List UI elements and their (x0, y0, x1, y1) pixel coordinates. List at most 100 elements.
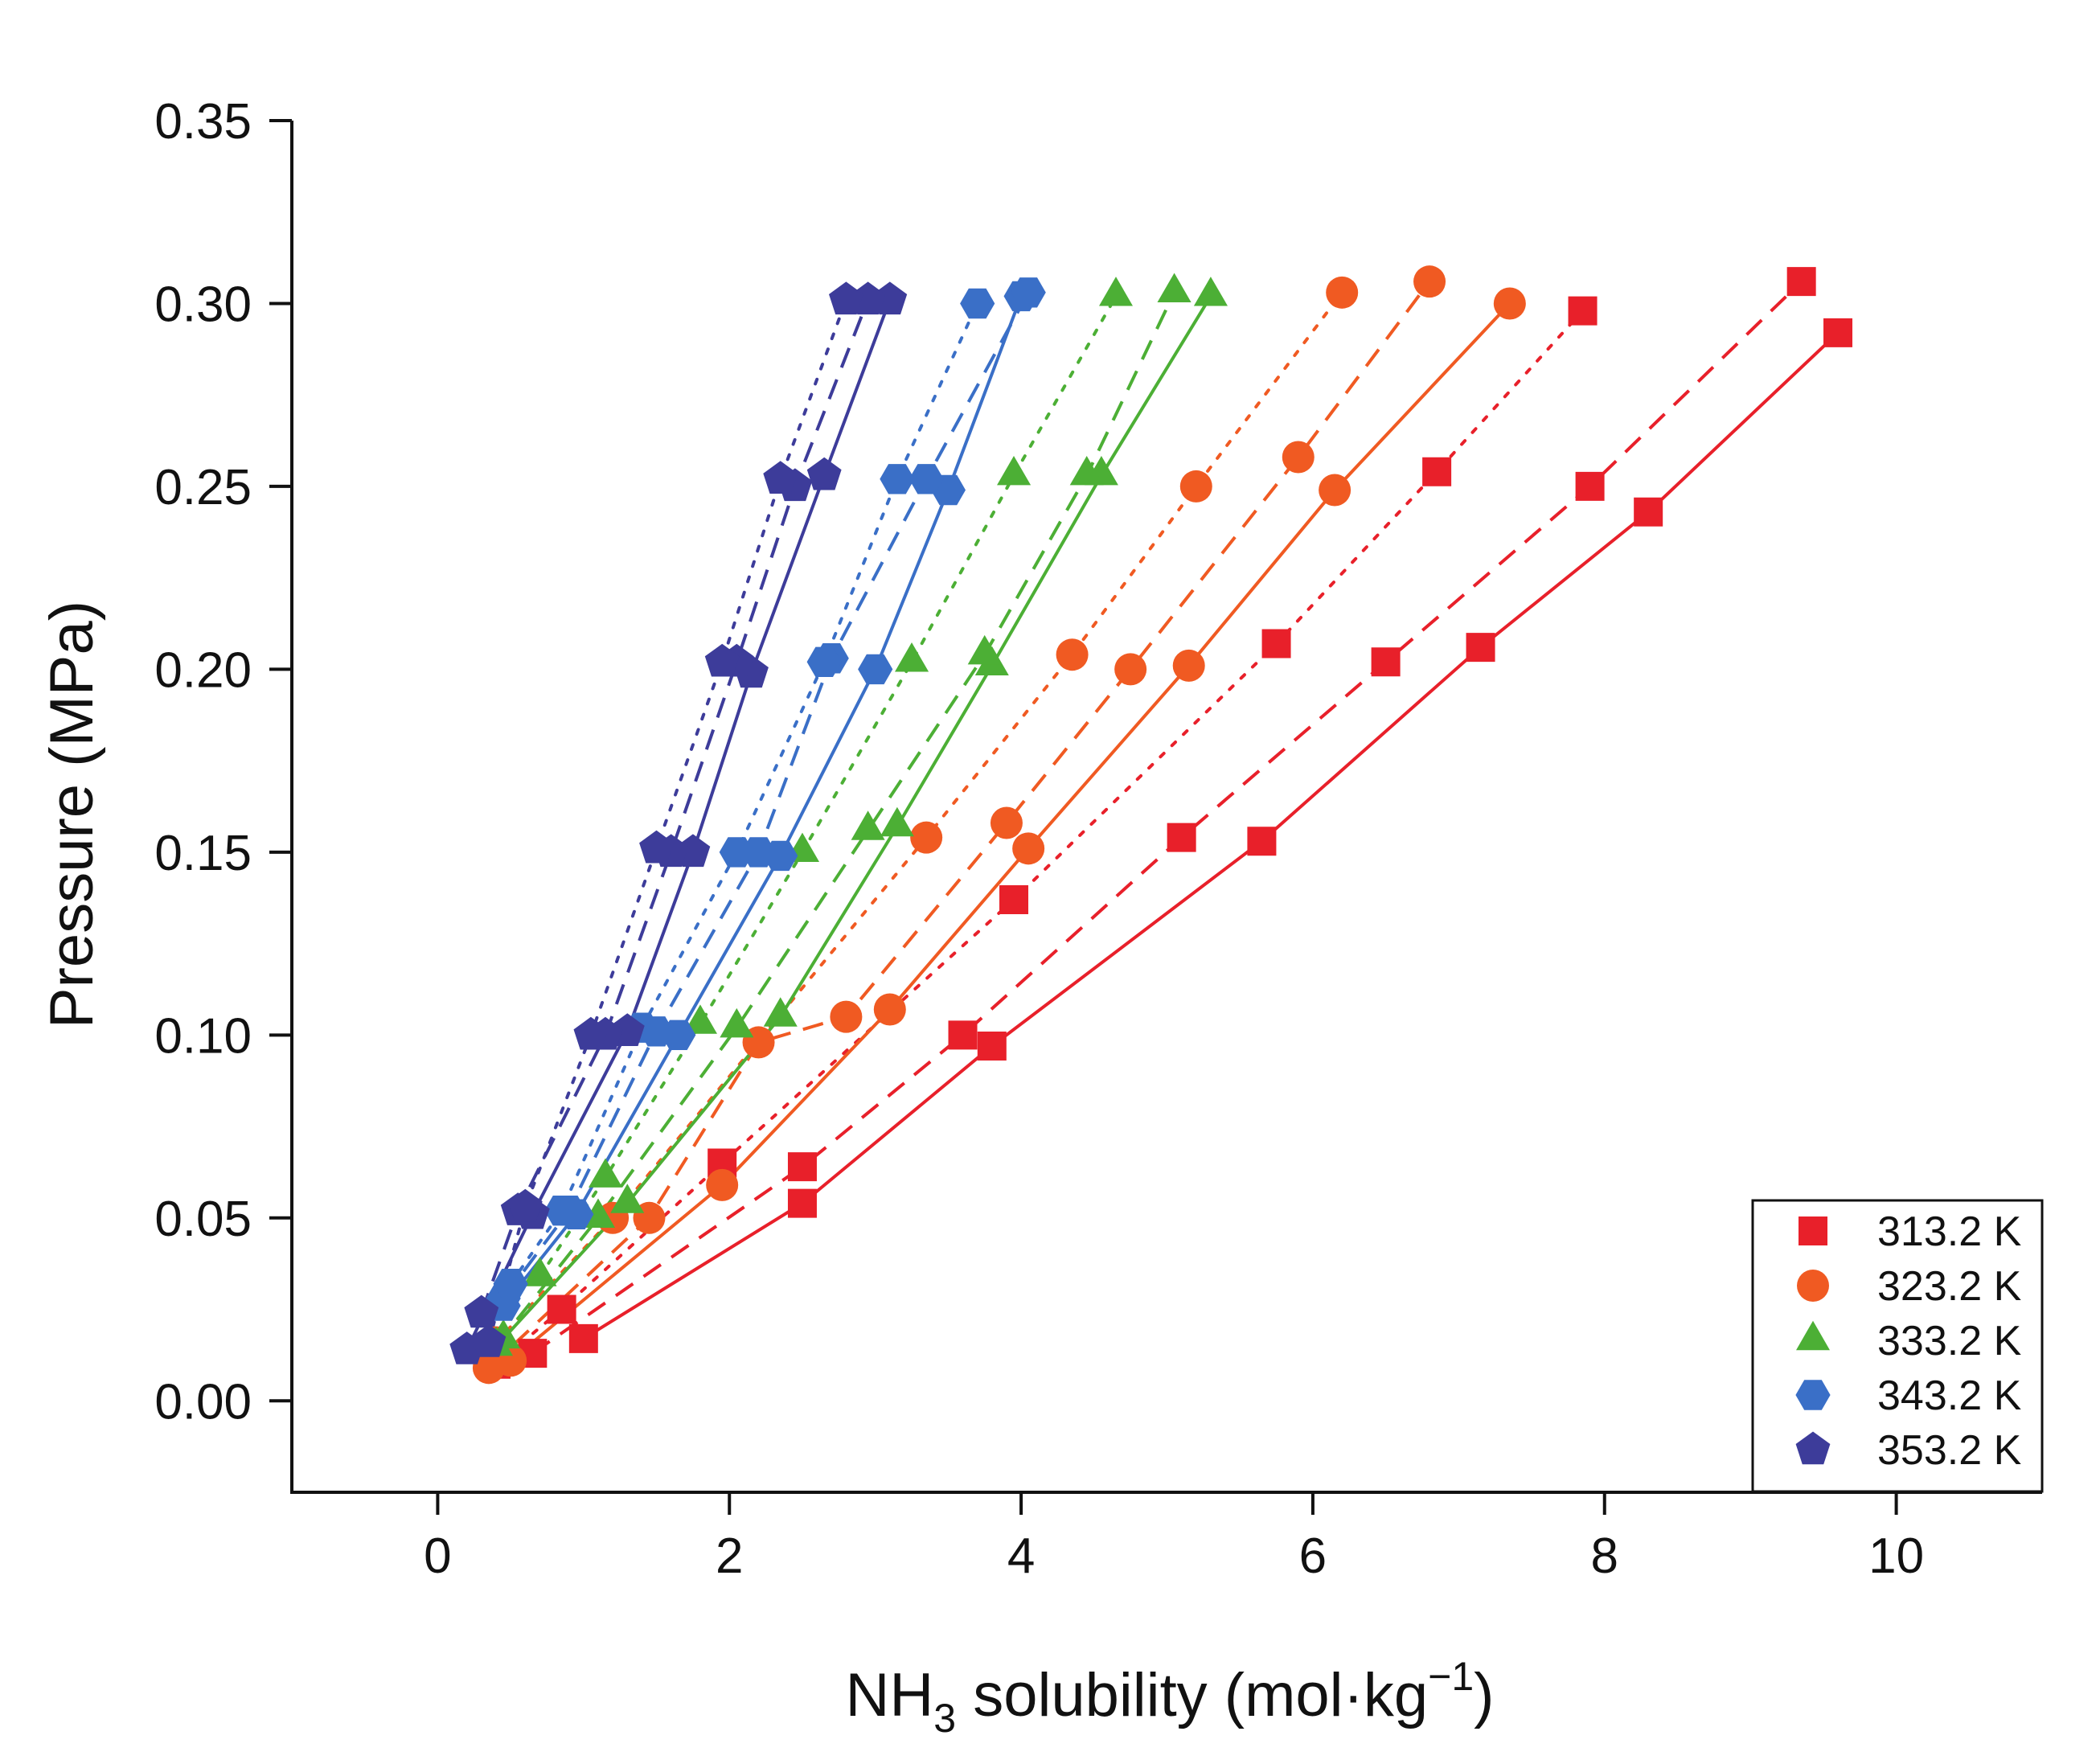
series-line (494, 290, 1344, 1344)
data-point (830, 1000, 863, 1033)
data-point (1011, 277, 1046, 308)
data-point (523, 1257, 557, 1286)
data-point (908, 464, 944, 494)
data-point (1261, 629, 1291, 658)
data-point (873, 993, 906, 1026)
x-axis-label-main: NH (846, 1661, 934, 1729)
data-point (763, 997, 798, 1027)
data-point (573, 1016, 609, 1050)
data-point (763, 461, 798, 494)
y-tick-label: 0.05 (154, 1192, 252, 1247)
legend-label: 353.2 K (1877, 1427, 2022, 1474)
data-point (544, 1196, 580, 1226)
series-line (487, 281, 1431, 1369)
x-tick-label: 0 (424, 1528, 451, 1584)
data-point (1099, 277, 1133, 306)
data-point (740, 837, 777, 868)
legend-marker (1795, 1380, 1831, 1410)
data-point (1179, 470, 1212, 503)
legend-label: 343.2 K (1877, 1372, 2022, 1419)
x-tick-label: 2 (716, 1528, 743, 1584)
legend-marker (1796, 1320, 1830, 1351)
data-point (568, 1323, 598, 1353)
data-point (1466, 633, 1495, 663)
data-point (948, 1020, 978, 1050)
x-tick-label: 10 (1868, 1528, 1924, 1584)
data-point (704, 643, 740, 677)
data-point (895, 642, 929, 672)
legend-label: 333.2 K (1877, 1318, 2022, 1364)
x-axis-label-superscript: −1 (1428, 1654, 1474, 1699)
data-point (589, 1158, 623, 1188)
legend-marker (1795, 1431, 1831, 1465)
data-point (1247, 827, 1277, 856)
data-point (1568, 296, 1598, 326)
data-point (493, 1269, 528, 1299)
data-point (471, 1324, 507, 1357)
legend-marker (1797, 1270, 1829, 1302)
data-point (1193, 277, 1228, 306)
y-tick-label: 0.15 (154, 826, 252, 881)
data-point (1157, 273, 1192, 302)
data-point (507, 1188, 543, 1222)
y-tick-label: 0.30 (154, 277, 252, 332)
x-tick-label: 6 (1299, 1528, 1327, 1584)
data-point (1422, 457, 1452, 486)
x-axis-label-subscript: 3 (933, 1696, 956, 1741)
data-point (1326, 276, 1359, 309)
y-tick-label: 0.10 (154, 1008, 252, 1064)
data-point (880, 464, 915, 494)
data-point (960, 288, 995, 319)
data-point (787, 1188, 817, 1218)
axes: 0.00 0.05 0.10 0.15 0.20 0.25 0.30 0.35 0 2 4 6 8 10 (154, 94, 2042, 1584)
series-line (465, 299, 892, 1351)
data-point (1493, 287, 1526, 320)
data-point (610, 1184, 645, 1213)
series-line (502, 291, 1030, 1300)
data-point (1114, 653, 1147, 686)
data-point (1319, 474, 1351, 507)
data-point (720, 1007, 754, 1038)
data-point (719, 837, 754, 868)
y-tick-label: 0.25 (154, 460, 252, 515)
y-axis-label: Pressure (MPa) (38, 601, 106, 1028)
series-markers (449, 265, 1853, 1385)
legend-label: 323.2 K (1877, 1263, 2022, 1310)
data-point (1575, 471, 1605, 501)
data-point (880, 806, 914, 837)
data-point (1012, 832, 1045, 865)
legend-marker (1799, 1216, 1827, 1245)
data-point (1282, 441, 1315, 474)
data-point (1172, 649, 1205, 682)
data-point (464, 1294, 499, 1328)
data-point (1634, 497, 1663, 527)
legend: 313.2 K 323.2 K 333.2 K 343.2 K 353.2 K (1751, 1199, 2044, 1493)
data-point (708, 1148, 737, 1178)
y-tick-label: 0.00 (154, 1374, 252, 1430)
data-point (829, 281, 863, 315)
data-point (547, 1294, 576, 1324)
data-point (990, 806, 1023, 839)
data-point (1069, 456, 1104, 486)
data-point (806, 457, 842, 490)
y-tick-label: 0.35 (154, 94, 252, 150)
data-point (787, 1152, 817, 1182)
data-point (1413, 265, 1446, 298)
x-axis-label: NH3 solubility (mol·kg−1) (846, 1654, 1495, 1741)
data-point (683, 1004, 717, 1034)
data-point (967, 634, 1002, 665)
data-point (910, 821, 943, 854)
series-lines (465, 280, 1840, 1369)
data-point (639, 830, 674, 864)
data-point (1371, 647, 1401, 677)
data-point (977, 1031, 1007, 1061)
data-point (997, 456, 1032, 486)
x-tick-label: 8 (1591, 1528, 1618, 1584)
data-point (1167, 823, 1196, 852)
data-point (1823, 318, 1853, 347)
x-axis-label-end: ) (1474, 1661, 1494, 1729)
data-point (999, 885, 1029, 915)
y-tick-label: 0.20 (154, 642, 252, 698)
data-point (851, 810, 885, 840)
